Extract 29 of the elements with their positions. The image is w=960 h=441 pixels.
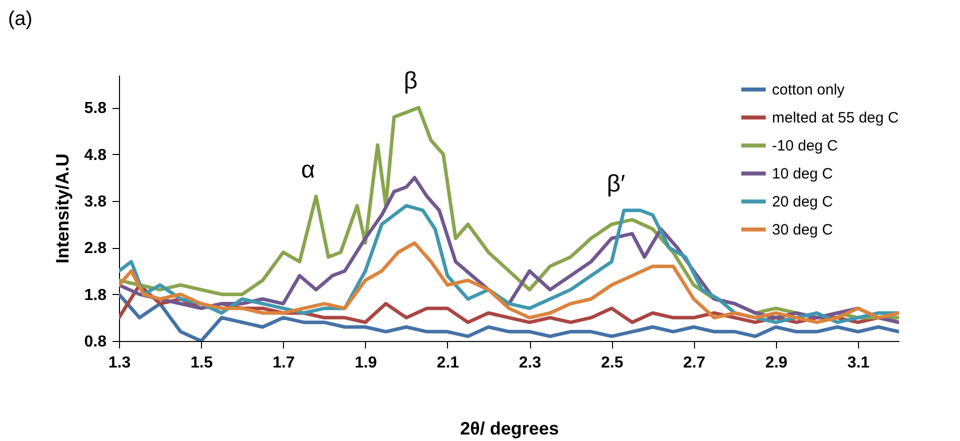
x-axis-title: 2θ/ degrees [460, 418, 559, 438]
y-tick-label: 4.8 [84, 146, 107, 164]
y-tick-label: 1.8 [84, 286, 107, 304]
line-series [119, 241, 899, 324]
legend-label: cotton only [772, 82, 846, 98]
x-tick-label: 2.1 [436, 354, 460, 372]
legend-label: 30 deg C [772, 222, 834, 238]
x-tick-label: 3.1 [847, 354, 870, 372]
y-tick-label: 0.8 [84, 334, 107, 350]
x-tick-label: 2.5 [601, 354, 624, 372]
annotation: α [301, 156, 316, 184]
x-tick-label: 2.3 [518, 354, 542, 372]
x-tick-label: 1.9 [354, 354, 378, 372]
text: (a) [8, 8, 32, 31]
y-tick-label: 5.8 [84, 100, 107, 118]
x-tick-label: 1.7 [272, 354, 295, 372]
legend-label: -10 deg C [772, 138, 838, 154]
x-tick-label: 2.9 [765, 354, 788, 372]
y-tick-label: 3.8 [84, 194, 107, 210]
annotation: β [404, 68, 418, 95]
x-tick-label: 1.5 [190, 354, 213, 372]
x-tick-label: 2.7 [683, 354, 706, 372]
x-tick-label: 1.3 [108, 354, 131, 372]
legend-label: 20 deg C [772, 194, 834, 210]
legend-label: melted at 55 deg C [772, 110, 899, 126]
legend-label: 10 deg C [772, 166, 834, 182]
y-tick-label: 2.8 [84, 240, 107, 258]
y-axis-title: Intensity/A.U [52, 153, 72, 264]
annotation: β′ [606, 170, 626, 198]
